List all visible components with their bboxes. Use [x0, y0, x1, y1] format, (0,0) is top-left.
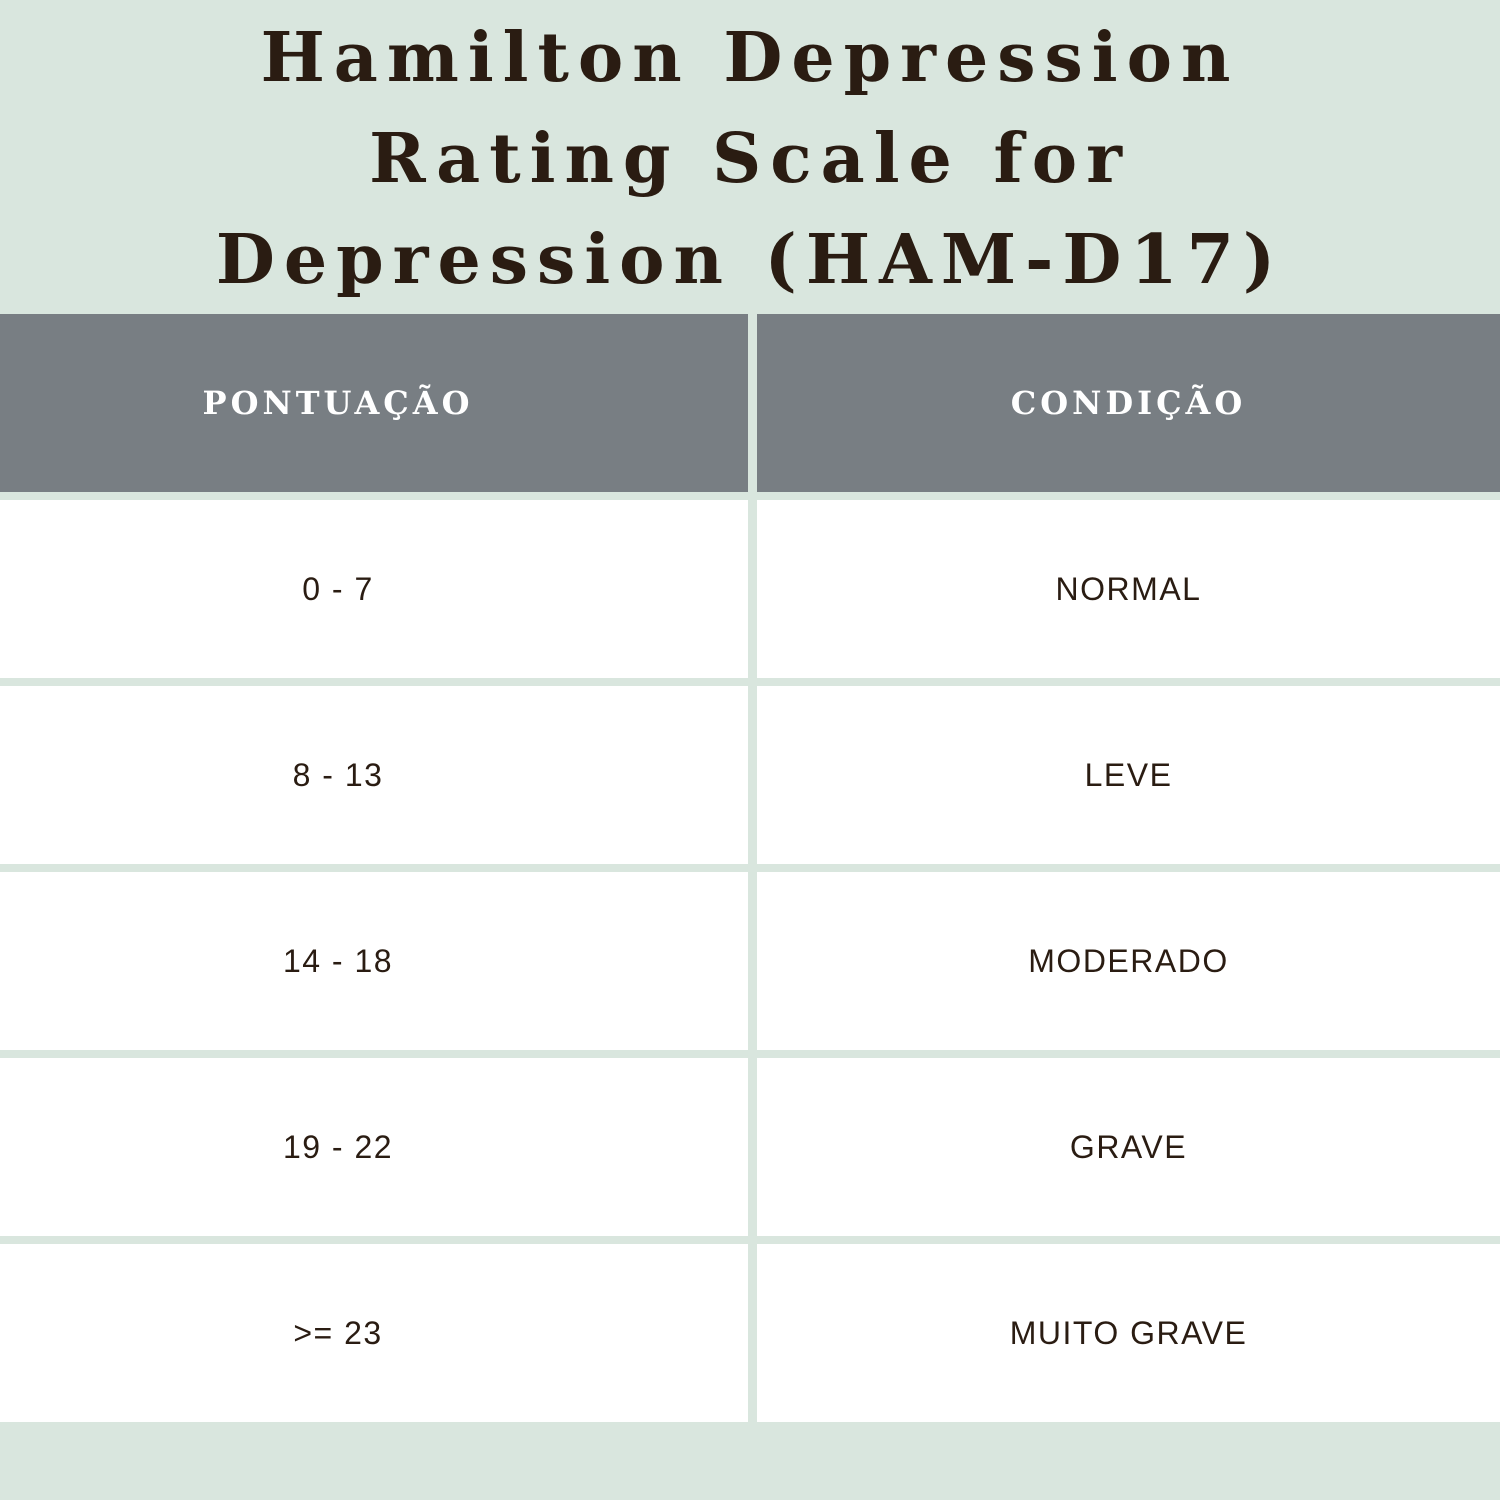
condition-value: MODERADO	[1028, 942, 1229, 979]
title-line-1: Hamilton Depression	[260, 18, 1240, 98]
header-cell-condition: CONDIÇÃO	[757, 314, 1500, 492]
condition-cell: MODERADO	[757, 872, 1500, 1050]
score-value: 0 - 7	[302, 570, 374, 607]
score-value: >= 23	[293, 1314, 383, 1351]
condition-value: LEVE	[1084, 756, 1173, 793]
score-value: 14 - 18	[282, 942, 394, 979]
condition-cell: GRAVE	[757, 1058, 1500, 1236]
header-score-label: PONTUAÇÃO	[202, 384, 474, 422]
condition-cell: LEVE	[757, 686, 1500, 864]
title-line-2: Rating Scale for	[369, 119, 1131, 199]
condition-cell: NORMAL	[757, 500, 1500, 678]
condition-value: MUITO GRAVE	[1009, 1314, 1248, 1351]
page-title: Hamilton Depression Rating Scale for Dep…	[0, 8, 1500, 311]
score-value: 19 - 22	[282, 1128, 394, 1165]
score-cell: 0 - 7	[0, 500, 748, 678]
header-cell-score: PONTUAÇÃO	[0, 314, 748, 492]
header-condition-label: CONDIÇÃO	[1010, 384, 1247, 422]
score-table: PONTUAÇÃO CONDIÇÃO 0 - 7 NORMAL 8 - 13 L…	[0, 314, 1500, 1425]
condition-value: GRAVE	[1069, 1128, 1188, 1165]
score-cell: >= 23	[0, 1244, 748, 1422]
condition-value: NORMAL	[1055, 570, 1202, 607]
condition-cell: MUITO GRAVE	[757, 1244, 1500, 1422]
score-cell: 8 - 13	[0, 686, 748, 864]
score-cell: 14 - 18	[0, 872, 748, 1050]
score-value: 8 - 13	[292, 756, 384, 793]
title-line-3: Depression (HAM-D17)	[215, 220, 1285, 300]
score-cell: 19 - 22	[0, 1058, 748, 1236]
